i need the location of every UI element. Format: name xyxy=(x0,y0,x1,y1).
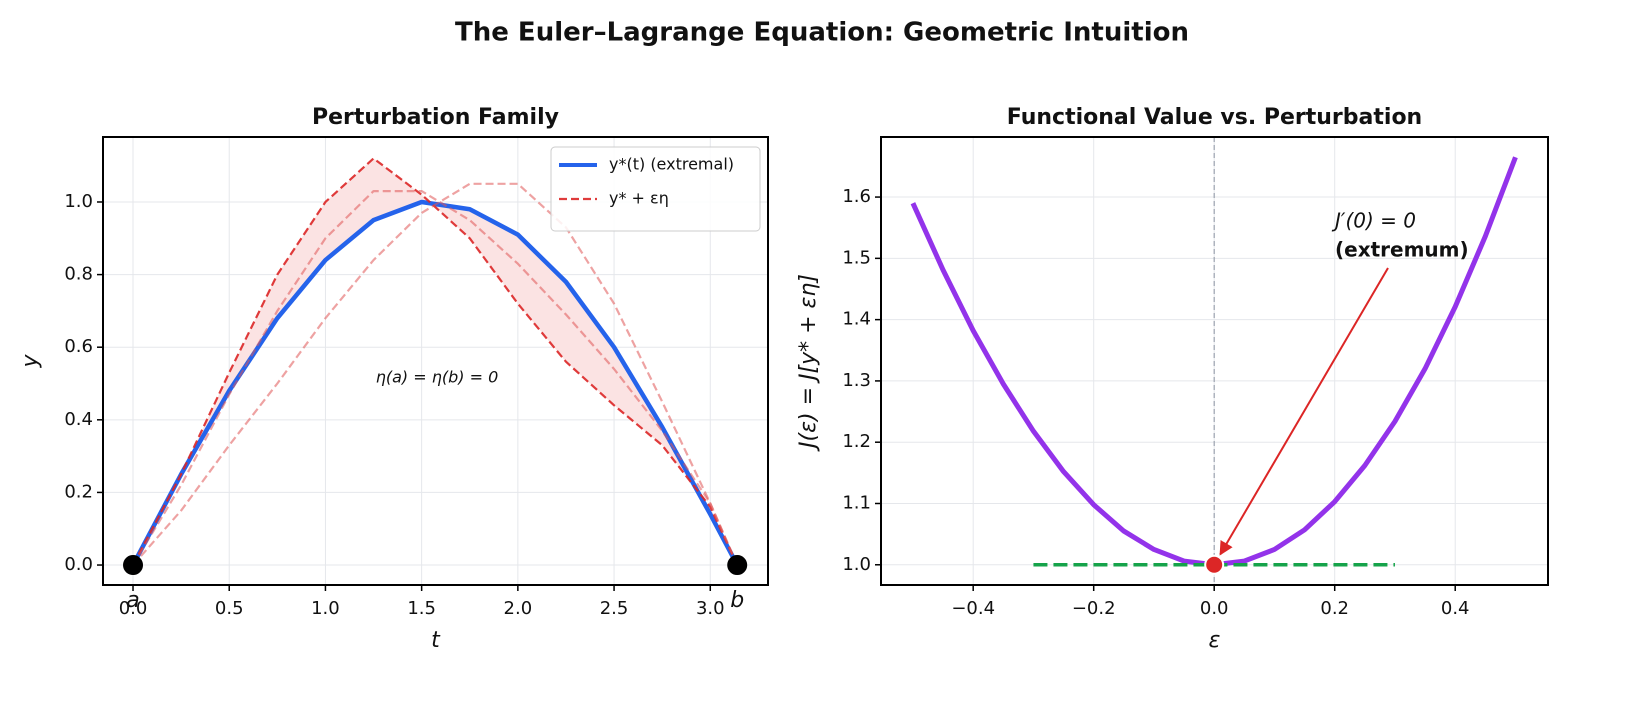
marker xyxy=(1204,554,1225,575)
marker xyxy=(727,555,748,576)
x-tick-label: 2.5 xyxy=(600,598,629,619)
x-tick-label: 0.0 xyxy=(119,598,148,619)
annotation: J′(0) = 0 xyxy=(1331,209,1416,233)
marker xyxy=(123,555,144,576)
y-tick-label: 1.4 xyxy=(842,309,871,330)
x-axis-label: ε xyxy=(1209,628,1221,653)
y-tick-label: 0.6 xyxy=(64,336,93,357)
x-tick-label: −0.2 xyxy=(1072,598,1116,619)
x-axis-label: t xyxy=(431,628,441,653)
x-tick-label: 2.0 xyxy=(504,598,533,619)
y-tick-label: 1.0 xyxy=(64,191,93,212)
x-tick-label: 0.2 xyxy=(1320,598,1349,619)
x-tick-label: 1.5 xyxy=(407,598,436,619)
y-tick-label: 0.2 xyxy=(64,481,93,502)
y-tick-label: 0.4 xyxy=(64,409,93,430)
axes-frame xyxy=(102,136,769,586)
x-tick-label: 0.0 xyxy=(1200,598,1229,619)
y-tick-label: 1.6 xyxy=(842,186,871,207)
x-tick-label: 0.5 xyxy=(215,598,244,619)
annotation: (extremum) xyxy=(1335,238,1469,262)
annotation: η(a) = η(b) = 0 xyxy=(376,368,499,387)
series-line xyxy=(132,182,739,566)
legend-label: y* + εη xyxy=(609,189,669,208)
legend: y*(t) (extremal) y* + εη xyxy=(550,146,761,232)
y-tick-label: 0.8 xyxy=(64,264,93,285)
point-label: a xyxy=(126,588,139,613)
y-tick-label: 0.0 xyxy=(64,554,93,575)
x-tick-label: 0.4 xyxy=(1441,598,1470,619)
y-axis-label: J(ε) = J[y* + εη] xyxy=(796,274,821,452)
x-tick-label: 1.0 xyxy=(311,598,340,619)
y-tick-label: 1.1 xyxy=(842,492,871,513)
axes-frame xyxy=(880,136,1549,586)
legend-box xyxy=(550,146,761,232)
y-tick-label: 1.3 xyxy=(842,370,871,391)
annotation-arrow xyxy=(1219,267,1389,556)
y-tick-label: 1.0 xyxy=(842,554,871,575)
x-tick-label: −0.4 xyxy=(951,598,995,619)
y-tick-label: 1.5 xyxy=(842,247,871,268)
series-line xyxy=(132,157,739,566)
figure-title: The Euler–Lagrange Equation: Geometric I… xyxy=(455,18,1189,48)
y-axis-label: y xyxy=(18,354,43,369)
panel-title: Perturbation Family xyxy=(312,105,559,130)
series-line xyxy=(132,189,739,566)
y-tick-label: 1.2 xyxy=(842,431,871,452)
legend-label: y*(t) (extremal) xyxy=(609,155,734,174)
fill-area xyxy=(133,158,738,566)
point-label: b xyxy=(730,588,744,613)
x-tick-label: 3.0 xyxy=(696,598,725,619)
panel-title: Functional Value vs. Perturbation xyxy=(1007,105,1422,130)
